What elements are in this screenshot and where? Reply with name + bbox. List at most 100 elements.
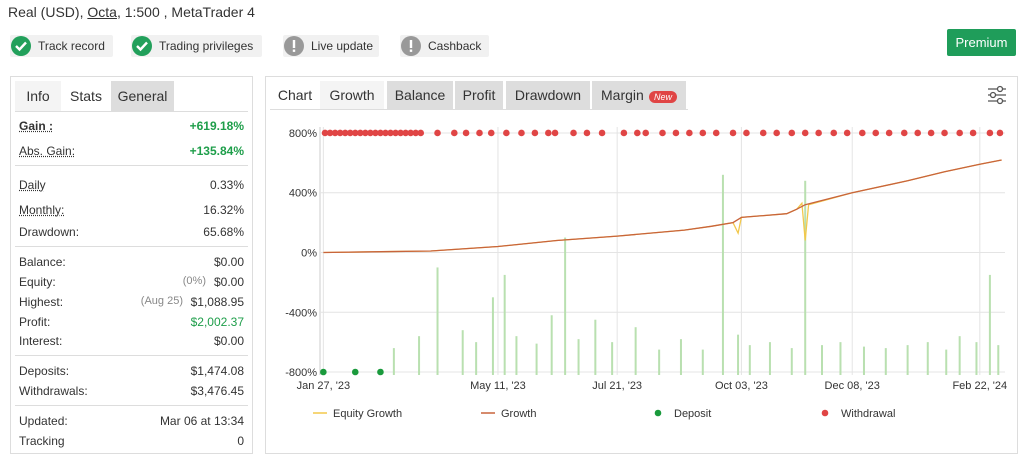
x-tick-label: Oct 03, '23 xyxy=(715,380,768,392)
stat-value: +135.84% xyxy=(189,144,244,158)
tab[interactable]: Profit xyxy=(455,81,503,109)
account-header: Real (USD), Octa, 1:500 , MetaTrader 4 xyxy=(8,4,255,20)
tab[interactable]: Chart xyxy=(270,81,320,109)
tab[interactable]: Growth xyxy=(320,81,384,109)
account-details: , 1:500 , MetaTrader 4 xyxy=(116,4,255,20)
broker-link[interactable]: Octa xyxy=(87,4,117,20)
volume-bar xyxy=(436,267,439,375)
stat-value: +619.18% xyxy=(189,119,244,133)
account: Real (USD), xyxy=(8,4,84,20)
series-dot xyxy=(397,129,404,137)
y-tick-label: -400% xyxy=(285,307,317,319)
badge-label: Track record xyxy=(38,39,105,53)
series-dot xyxy=(872,129,880,137)
stat-note: (Aug 25) xyxy=(140,295,183,307)
series-dot xyxy=(362,129,369,137)
volume-bar xyxy=(945,349,948,375)
separator xyxy=(15,165,248,166)
volume-bar xyxy=(884,348,887,375)
series-line xyxy=(323,159,1002,254)
x-tick-label: Dec 08, '23 xyxy=(825,380,880,392)
series-dot xyxy=(788,129,796,137)
series-dot xyxy=(686,129,693,137)
x-tick-label: May 11, '23 xyxy=(470,380,526,392)
stat-value: $3,476.45 xyxy=(190,384,244,398)
series-dot xyxy=(659,129,666,137)
stat-value: Mar 06 at 13:34 xyxy=(159,414,244,428)
badge: Track record xyxy=(10,35,113,57)
badge-icon xyxy=(11,36,31,56)
series-dot xyxy=(331,129,339,137)
volume-bar xyxy=(491,297,494,375)
volume-bar xyxy=(658,349,661,375)
volume-bar xyxy=(790,348,793,375)
volume-bar xyxy=(701,349,704,375)
series-dot xyxy=(885,129,893,137)
series-dot xyxy=(545,129,552,137)
stats-panel: Info Stats General Gain : +619.18% Abs. Gain:… xyxy=(10,76,253,454)
series-dot xyxy=(712,129,720,137)
series-dot xyxy=(407,129,414,137)
y-tick-label: -800% xyxy=(285,367,317,379)
volume-bar xyxy=(515,336,518,375)
series-dot xyxy=(402,129,409,137)
series-dot xyxy=(387,129,394,137)
badge-icon xyxy=(132,36,152,56)
volume-bar xyxy=(926,342,929,375)
series-dot xyxy=(620,129,628,137)
series-dot xyxy=(351,129,359,137)
series-dot xyxy=(412,129,419,137)
volume-bar xyxy=(535,343,538,375)
series-dot xyxy=(372,129,379,137)
y-tick-label: 0% xyxy=(301,247,317,259)
legend-label: Growth xyxy=(501,408,536,420)
stat-label: Balance: xyxy=(19,255,66,269)
badge-icon xyxy=(284,36,304,56)
tab[interactable]: Stats xyxy=(61,81,111,111)
premium-button[interactable]: Premium xyxy=(947,29,1016,56)
series-dot xyxy=(900,129,908,137)
tab[interactable]: Margin xyxy=(592,81,686,109)
series-dot xyxy=(518,129,525,137)
series-dot xyxy=(336,129,344,137)
stat-note: (0%) xyxy=(182,275,206,287)
volume-bar xyxy=(958,336,961,375)
series-dot xyxy=(830,129,838,137)
series-dot xyxy=(476,129,483,137)
separator xyxy=(15,246,248,247)
volume-bar xyxy=(839,342,842,375)
volume-bar xyxy=(594,319,597,375)
series-dot xyxy=(986,129,994,137)
stat-value: 0 xyxy=(237,434,244,448)
tab[interactable]: Drawdown xyxy=(506,81,590,109)
stat-value: 0.33% xyxy=(209,178,244,192)
legend-label: Equity Growth xyxy=(333,408,402,420)
volume-bar xyxy=(906,345,909,375)
legend-label: Withdrawal xyxy=(841,408,895,420)
stat-label: Updated: xyxy=(19,414,68,428)
tab-bar xyxy=(15,81,248,112)
volume-bar xyxy=(737,334,740,375)
series-dot xyxy=(434,129,441,137)
tab[interactable]: General xyxy=(111,81,174,111)
series-dot xyxy=(583,129,591,137)
new-tag: New xyxy=(649,91,678,103)
series-dot xyxy=(914,129,921,137)
series-dot xyxy=(503,129,510,137)
series-dot xyxy=(815,129,822,137)
series-dot xyxy=(843,129,851,137)
chart-panel: Chart Growth Balance Profit Drawdown Margin Ne… xyxy=(265,76,1018,454)
stat-label: Abs. Gain: xyxy=(19,144,76,158)
volume-bar xyxy=(577,339,580,375)
stat-value: $0.00 xyxy=(213,334,244,348)
legend-symbol xyxy=(654,409,662,417)
y-tick-label: 800% xyxy=(289,128,317,140)
tab[interactable]: Balance xyxy=(387,81,453,109)
series-dot xyxy=(462,129,470,137)
tab[interactable]: Info xyxy=(15,81,61,111)
settings-icon[interactable] xyxy=(987,85,1007,105)
stat-value: 65.68% xyxy=(203,225,244,239)
badge-label: Trading privileges xyxy=(159,39,254,53)
series-dot xyxy=(551,129,559,137)
